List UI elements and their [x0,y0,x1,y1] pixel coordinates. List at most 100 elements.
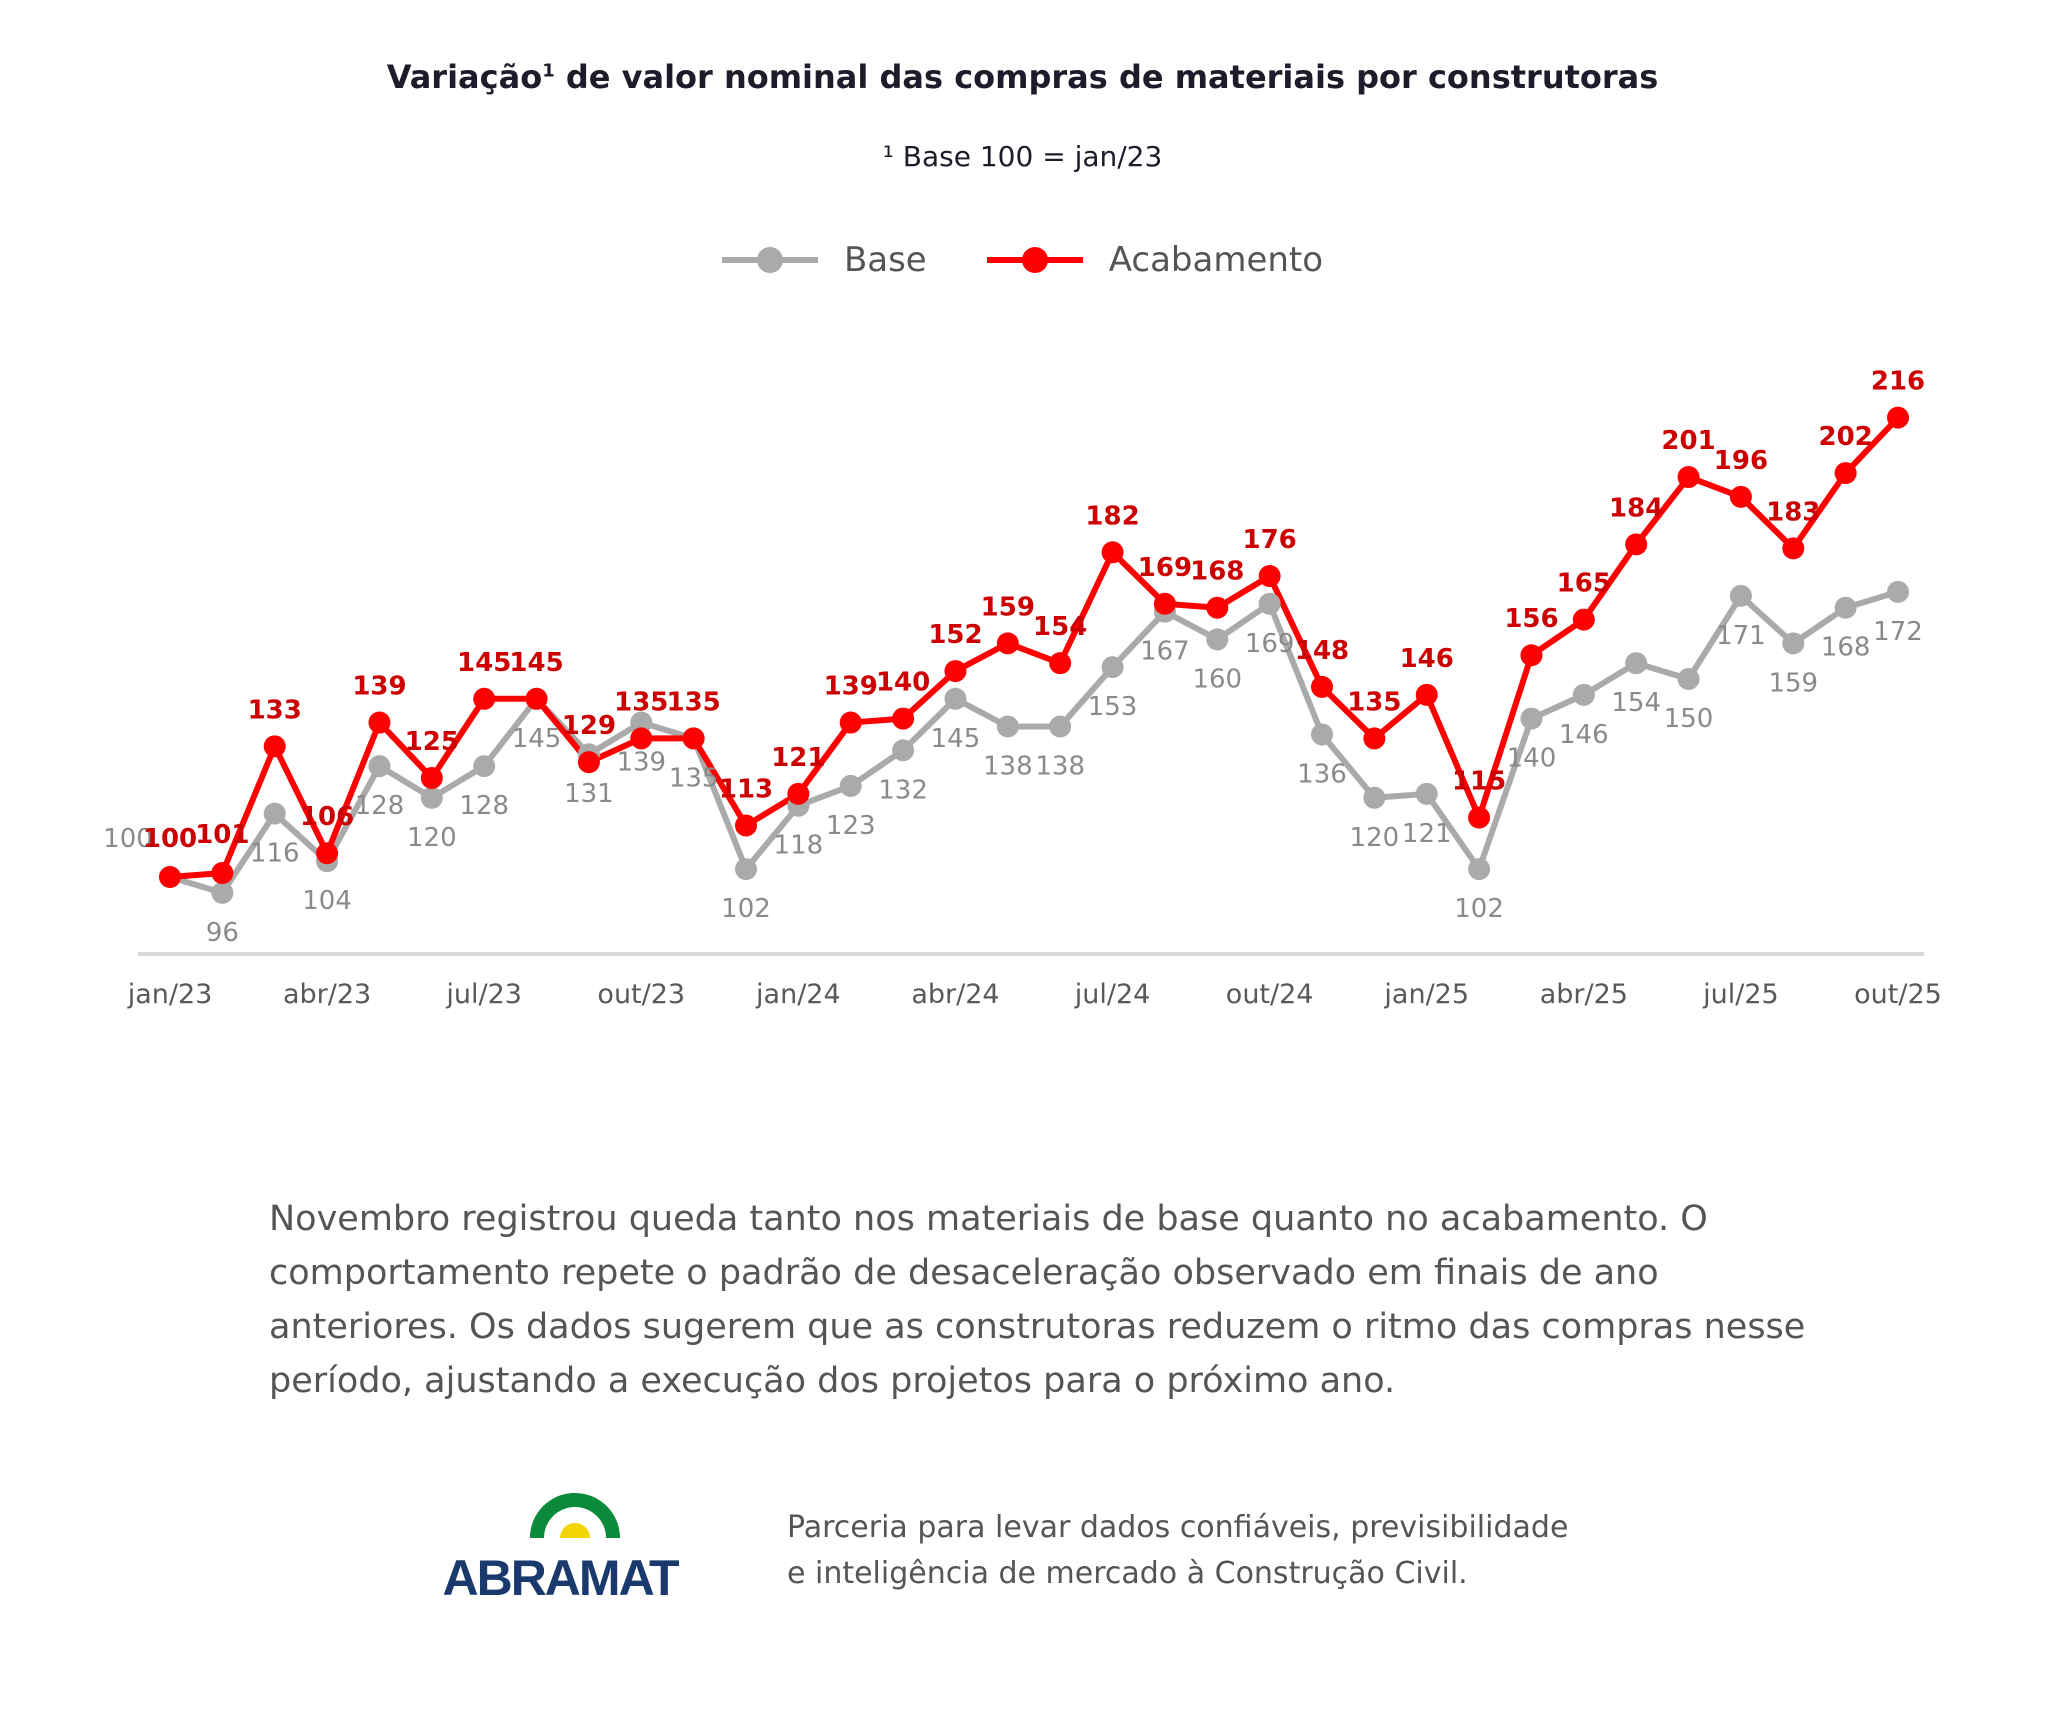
data-label-acabamento: 140 [876,668,930,698]
data-point-acabamento [1101,541,1124,564]
title-main: Variação [386,58,543,96]
data-label-base: 96 [206,918,239,948]
data-label-base: 102 [721,894,771,924]
series-line-base [169,589,1899,896]
data-point-base [1729,584,1752,607]
data-point-base [1258,592,1281,615]
data-point-acabamento [996,632,1019,655]
data-label-base: 132 [878,775,928,805]
legend-label-acabamento: Acabamento [1108,240,1324,280]
data-label-acabamento: 165 [1557,569,1611,599]
data-label-acabamento: 145 [509,648,563,678]
title-footnote-mark: 1 [542,60,555,82]
data-point-acabamento [316,842,339,865]
data-label-acabamento: 106 [300,802,354,832]
data-label-base: 131 [564,779,614,809]
data-label-acabamento: 135 [1347,687,1401,717]
data-label-acabamento: 156 [1504,604,1558,634]
x-tick-label: jul/23 [445,979,522,1010]
data-point-base [630,711,653,734]
data-label-acabamento: 121 [771,743,825,773]
data-point-acabamento [1049,652,1072,675]
data-point-acabamento [682,727,705,750]
title-rest: de valor nominal das compras de materiai… [554,58,1659,96]
x-tick-label: jan/23 [127,979,213,1010]
x-tick-label: jul/25 [1702,979,1779,1010]
data-label-base: 171 [1716,621,1766,651]
data-point-acabamento [1468,806,1491,829]
data-label-acabamento: 100 [143,824,197,854]
data-label-acabamento: 168 [1190,557,1244,587]
data-point-acabamento [1887,406,1909,429]
data-point-base [1572,683,1595,706]
data-label-base: 128 [355,791,405,821]
data-label-acabamento: 152 [928,620,982,650]
data-point-base [368,755,391,778]
body-paragraph: Novembro registrou queda tanto nos mater… [269,1199,1806,1401]
data-label-acabamento: 148 [1295,636,1349,666]
data-point-acabamento [368,711,391,734]
data-label-base: 138 [1035,752,1085,782]
data-label-acabamento: 101 [195,820,249,850]
data-point-base [839,774,862,797]
data-label-base: 153 [1088,692,1138,722]
data-label-base: 145 [931,724,981,754]
x-tick-label: jul/24 [1074,979,1151,1010]
data-label-acabamento: 176 [1242,525,1296,555]
data-point-acabamento [263,735,286,758]
data-point-base [211,881,234,904]
data-point-acabamento [1363,727,1386,750]
data-point-acabamento [787,782,810,805]
data-point-acabamento [1520,644,1543,667]
data-point-base [1782,632,1805,655]
data-label-base: 121 [1402,819,1452,849]
data-point-base [473,755,496,778]
data-label-base: 159 [1768,668,1818,698]
data-label-base: 102 [1454,894,1504,924]
legend-item-base: Base [721,240,927,280]
legend: Base Acabamento [0,240,2045,280]
data-label-acabamento: 135 [666,687,720,717]
data-point-acabamento [1834,462,1857,485]
data-label-acabamento: 115 [1452,767,1506,797]
legend-marker-base [721,247,818,273]
data-label-acabamento: 183 [1766,497,1820,527]
data-label-base: 116 [250,839,300,869]
data-label-base: 136 [1297,759,1347,789]
series-line-acabamento [169,415,1901,880]
x-tick-label: jan/24 [755,979,841,1010]
data-point-base [1887,580,1909,603]
data-label-base: 167 [1140,637,1190,667]
data-label-base: 120 [407,823,457,853]
data-point-acabamento [735,814,757,837]
data-point-base [1625,652,1648,675]
data-point-acabamento [839,711,862,734]
data-point-base [1415,782,1438,805]
data-label-acabamento: 129 [562,711,616,741]
data-point-base [420,786,443,809]
data-label-acabamento: 125 [405,727,459,757]
data-point-base [263,802,286,825]
data-label-base: 104 [302,886,352,916]
data-label-acabamento: 146 [1400,644,1454,674]
data-point-base [1834,596,1857,619]
data-label-base: 138 [983,752,1033,782]
data-label-base: 128 [459,791,509,821]
data-point-base [735,858,757,881]
data-point-base [1468,858,1491,881]
data-point-acabamento [1153,592,1176,615]
data-point-acabamento [1729,485,1752,508]
data-label-acabamento: 169 [1138,553,1192,583]
data-point-base [892,739,915,762]
data-point-acabamento [1415,683,1438,706]
data-label-base: 135 [669,763,719,793]
data-point-base [1049,715,1072,738]
data-point-base [1363,786,1386,809]
data-label-acabamento: 145 [457,648,511,678]
chart-title: Variação1 de valor nominal das compras d… [0,58,2045,96]
data-point-acabamento [944,660,967,683]
legend-item-acabamento: Acabamento [986,240,1324,280]
data-label-acabamento: 216 [1871,367,1925,397]
data-label-base: 100 [103,824,153,854]
data-label-acabamento: 159 [981,592,1035,622]
